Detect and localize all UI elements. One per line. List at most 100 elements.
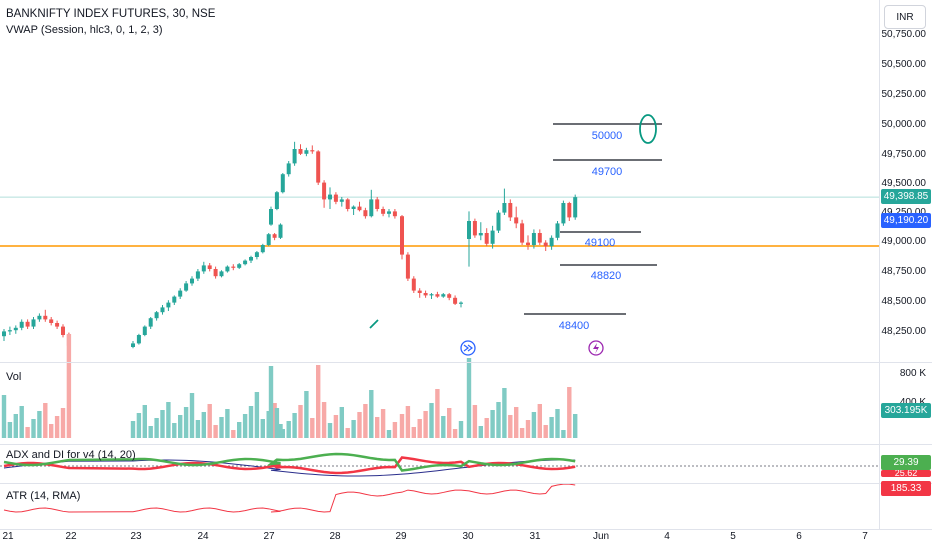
volume-bar [519,428,525,438]
candle-body [549,237,554,247]
fast-forward-icon-glyph [463,344,473,352]
candle-body [142,326,147,335]
candle-body [274,192,279,209]
level-label-48820[interactable]: 48820 [590,270,622,282]
volume-bar [225,409,230,438]
volume-bar [363,404,368,438]
candle-body [190,278,194,284]
candle-body [269,209,273,225]
volume-bar [274,408,280,438]
volume-bar [136,413,142,438]
candle-body [231,266,236,268]
circle-marker [639,114,657,144]
volume-bar [231,430,236,438]
volume-bar [219,417,224,438]
volume-bar [166,402,171,438]
volume-bar [405,406,411,438]
volume-bar [458,421,464,438]
price-tick: 50,750.00 [881,29,927,40]
pane-divider-adx[interactable] [0,444,932,445]
volume-bar [375,417,380,438]
volume-bar [321,402,327,438]
candle-body [260,245,265,253]
level-label-50000[interactable]: 50000 [591,130,623,142]
volume-legend[interactable]: Vol [6,371,22,383]
candle-body [249,257,253,261]
candle-body [387,211,391,214]
candle-body [184,283,189,291]
candle-body [131,343,135,347]
vwap-legend[interactable]: VWAP (Session, hlc3, 0, 1, 2, 3) [6,24,163,36]
candle-body [484,233,489,244]
last-price-badge: 49,398.85 [881,189,931,204]
symbol-title[interactable]: BANKNIFTY INDEX FUTURES, 30, NSE [6,8,216,20]
candle-body [441,294,446,297]
vwap-price-badge: 49,190.20 [881,213,931,228]
candle-body [272,234,277,238]
candle-body [278,224,283,238]
candle-body [333,194,338,202]
date-tick: 6 [796,531,802,542]
date-tick: 5 [730,531,736,542]
volume-bar [478,426,483,438]
currency-button[interactable]: INR [884,5,926,29]
volume-bar [304,391,309,438]
date-tick: 4 [664,531,670,542]
adx-legend[interactable]: ADX and DI for v4 (14, 20) [6,449,136,461]
level-label-49700[interactable]: 49700 [591,166,623,178]
volume-bar [148,426,153,438]
candle-body [160,307,165,313]
volume-bar [441,416,446,438]
pane-divider-volume[interactable] [0,362,932,363]
candle-body [7,330,12,332]
volume-bar [292,413,297,438]
price-tick: 50,000.00 [881,119,927,130]
level-label-49100[interactable]: 49100 [584,237,616,249]
volume-bar [351,420,356,438]
price-tick: 49,750.00 [881,149,927,160]
volume-bar [1,395,7,438]
volume-bar [417,419,422,438]
volume-bar [573,414,578,438]
candle-body [195,271,200,279]
candle-body [531,233,536,245]
volume-bar [525,420,531,438]
date-tick: 22 [65,531,77,542]
atr-legend[interactable]: ATR (14, RMA) [6,490,81,502]
candle-body [405,254,410,279]
price-tick: 50,250.00 [881,89,927,100]
candle-body [31,319,36,327]
volume-bar [248,406,254,438]
volume-bar [195,420,201,438]
candle-body [172,296,177,303]
candle-body [555,223,560,238]
volume-bar [286,421,291,438]
candle-body [357,206,362,211]
volume-bar [130,421,136,438]
candle-body [490,230,495,244]
price-tick: 49,500.00 [881,178,927,189]
candle-body [266,234,271,245]
volume-bar [514,407,519,438]
level-label-48400[interactable]: 48400 [558,320,590,332]
volume-bar [537,404,542,438]
volume-bar [260,419,265,438]
volume-bar [37,411,42,438]
date-tick: 21 [2,531,14,542]
candle-body [537,233,542,243]
candle-body [392,211,397,217]
volume-bar [207,404,212,438]
volume-bar [429,403,434,438]
candle-body [526,242,530,245]
volume-bar [369,390,374,438]
volume-bar [423,411,428,438]
date-tick: 28 [329,531,341,542]
volume-bar [484,418,489,438]
pane-divider-atr[interactable] [0,483,932,484]
candle-body [19,321,24,328]
candle-body [467,221,471,239]
volume-bar [13,414,18,438]
volume-bar [19,406,24,438]
